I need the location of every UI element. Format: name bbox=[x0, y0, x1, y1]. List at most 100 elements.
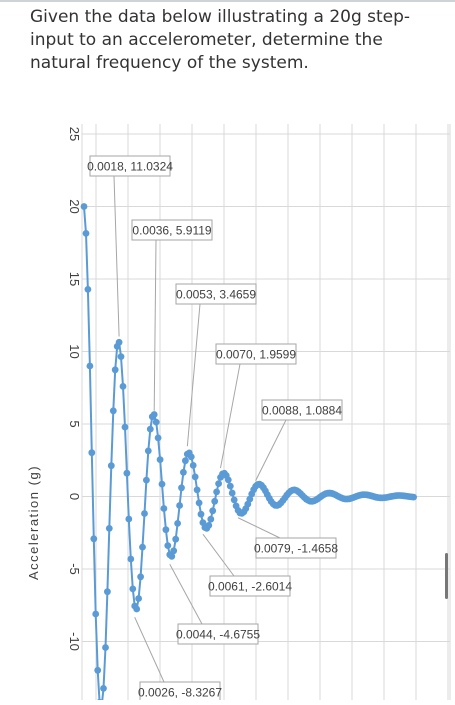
data-point bbox=[88, 449, 96, 457]
data-point bbox=[80, 203, 88, 210]
data-point bbox=[143, 476, 150, 484]
scrollbar-thumb[interactable] bbox=[445, 553, 448, 599]
data-point bbox=[191, 473, 199, 481]
y-tick-label: 20 bbox=[67, 199, 82, 213]
data-label: 0.0044, -4.6755 bbox=[176, 628, 260, 642]
data-label-box bbox=[255, 537, 337, 559]
data-point bbox=[209, 507, 217, 515]
data-label-box bbox=[175, 283, 257, 305]
data-point bbox=[154, 434, 162, 442]
data-point bbox=[164, 542, 172, 549]
data-point bbox=[107, 462, 115, 470]
data-point bbox=[135, 595, 142, 602]
data-point bbox=[121, 423, 129, 431]
y-tick-label: 5 bbox=[67, 420, 82, 427]
data-point bbox=[193, 486, 201, 494]
data-point bbox=[180, 468, 187, 476]
data-point bbox=[94, 666, 102, 674]
data-label-box bbox=[131, 219, 213, 241]
data-label-leader bbox=[153, 239, 157, 411]
data-label-box bbox=[209, 575, 291, 597]
data-labels: 0.0018, 11.0324 0.0036, 5.9119 0.0053, 3.4… bbox=[87, 155, 343, 703]
data-point bbox=[105, 525, 113, 532]
data-point bbox=[207, 515, 215, 523]
data-point bbox=[168, 552, 176, 560]
data-point bbox=[90, 535, 98, 543]
data-point bbox=[104, 588, 111, 596]
data-label-leader bbox=[169, 564, 203, 625]
data-label-box bbox=[261, 399, 343, 421]
data-point bbox=[102, 644, 109, 651]
data-point bbox=[230, 496, 238, 504]
data-point bbox=[182, 457, 189, 465]
data-label: 0.0053, 3.4659 bbox=[176, 288, 256, 302]
data-point bbox=[410, 493, 417, 501]
data-point bbox=[174, 520, 182, 527]
y-tick-label: 25 bbox=[67, 127, 82, 141]
data-point bbox=[111, 366, 119, 374]
data-point bbox=[125, 515, 133, 523]
data-point bbox=[176, 502, 184, 509]
y-tick-label: 0 bbox=[67, 493, 82, 500]
data-label-leader bbox=[220, 363, 241, 469]
data-label-leader bbox=[202, 533, 235, 577]
data-label: 0.0070, 1.9599 bbox=[216, 348, 296, 362]
data-point bbox=[160, 505, 168, 512]
y-tick-label: -10 bbox=[67, 632, 82, 651]
data-point bbox=[127, 555, 135, 563]
data-point bbox=[133, 605, 141, 613]
data-point bbox=[213, 488, 221, 496]
data-point bbox=[144, 447, 152, 455]
data-label: 0.0036, 5.9119 bbox=[132, 224, 212, 238]
data-point bbox=[195, 499, 203, 507]
data-point bbox=[187, 453, 195, 461]
data-point bbox=[129, 585, 137, 593]
data-point bbox=[172, 535, 180, 543]
data-label-box bbox=[215, 343, 297, 365]
data-point bbox=[224, 476, 232, 484]
data-point bbox=[178, 484, 185, 492]
data-series bbox=[80, 203, 417, 705]
data-point bbox=[117, 353, 125, 360]
data-point bbox=[86, 362, 94, 370]
data-point bbox=[158, 480, 166, 488]
data-point bbox=[246, 495, 254, 503]
data-label-box bbox=[177, 623, 259, 645]
data-point bbox=[189, 462, 197, 469]
data-label: 0.0088, 1.0884 bbox=[262, 404, 342, 418]
data-point bbox=[109, 407, 117, 415]
data-point bbox=[152, 418, 160, 426]
data-point bbox=[141, 510, 148, 517]
y-axis-label: Acceleration (g) bbox=[28, 465, 41, 580]
data-label: 0.0061, -2.6014 bbox=[208, 580, 292, 594]
data-point bbox=[228, 489, 236, 497]
question-text: Given the data below illustrating a 20g … bbox=[30, 7, 411, 73]
data-point bbox=[170, 547, 178, 555]
data-point bbox=[137, 573, 144, 581]
data-point bbox=[84, 286, 92, 293]
data-point bbox=[139, 543, 146, 551]
data-point bbox=[205, 522, 213, 529]
data-label: 0.0026, -8.3267 bbox=[138, 686, 222, 700]
data-point bbox=[146, 425, 154, 433]
data-label-leader bbox=[113, 175, 120, 337]
data-point bbox=[115, 338, 123, 346]
data-point bbox=[226, 482, 234, 490]
data-label-leader bbox=[134, 617, 165, 683]
data-point bbox=[150, 411, 158, 418]
data-point bbox=[100, 685, 107, 692]
data-point bbox=[215, 480, 223, 487]
y-tick-label: 10 bbox=[67, 344, 82, 358]
data-point bbox=[119, 383, 127, 390]
data-point bbox=[156, 456, 164, 463]
data-point bbox=[82, 230, 90, 237]
data-label-leader bbox=[237, 517, 281, 539]
top-divider bbox=[0, 0, 455, 2]
data-label-leader bbox=[186, 303, 201, 447]
data-point bbox=[123, 469, 131, 477]
y-tick-label: 15 bbox=[67, 272, 82, 286]
data-label: 0.0018, 11.0324 bbox=[87, 160, 173, 174]
